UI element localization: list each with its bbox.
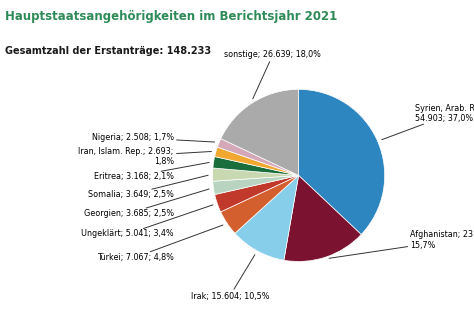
Text: Afghanistan; 23.276;
15,7%: Afghanistan; 23.276; 15,7% bbox=[329, 230, 474, 258]
Text: Nigeria; 2.508; 1,7%: Nigeria; 2.508; 1,7% bbox=[91, 133, 215, 142]
Wedge shape bbox=[212, 168, 299, 181]
Text: Syrien, Arab. Rep.;
54.903; 37,0%: Syrien, Arab. Rep.; 54.903; 37,0% bbox=[382, 104, 474, 140]
Wedge shape bbox=[213, 175, 299, 195]
Wedge shape bbox=[221, 89, 299, 175]
Text: Ungeklärt; 5.041; 3,4%: Ungeklärt; 5.041; 3,4% bbox=[81, 205, 213, 238]
Wedge shape bbox=[221, 175, 299, 233]
Text: Eritrea; 3.168; 2,1%: Eritrea; 3.168; 2,1% bbox=[94, 163, 209, 181]
Wedge shape bbox=[235, 175, 299, 260]
Text: Hauptstaatsangehörigkeiten im Berichtsjahr 2021: Hauptstaatsangehörigkeiten im Berichtsja… bbox=[5, 10, 337, 23]
Wedge shape bbox=[218, 139, 299, 175]
Text: sonstige; 26.639; 18,0%: sonstige; 26.639; 18,0% bbox=[224, 50, 321, 99]
Text: Irak; 15.604; 10,5%: Irak; 15.604; 10,5% bbox=[191, 255, 269, 301]
Wedge shape bbox=[215, 147, 299, 175]
Text: Iran, Islam. Rep.; 2.693;
1,8%: Iran, Islam. Rep.; 2.693; 1,8% bbox=[79, 147, 211, 166]
Text: Georgien; 3.685; 2,5%: Georgien; 3.685; 2,5% bbox=[84, 189, 209, 218]
Text: Türkei; 7.067; 4,8%: Türkei; 7.067; 4,8% bbox=[97, 225, 223, 262]
Wedge shape bbox=[213, 157, 299, 175]
Text: Somalia; 3.649; 2,5%: Somalia; 3.649; 2,5% bbox=[88, 175, 208, 199]
Wedge shape bbox=[299, 89, 385, 234]
Text: Gesamtzahl der Erstanträge: 148.233: Gesamtzahl der Erstanträge: 148.233 bbox=[5, 46, 211, 56]
Wedge shape bbox=[215, 175, 299, 212]
Wedge shape bbox=[284, 175, 361, 261]
